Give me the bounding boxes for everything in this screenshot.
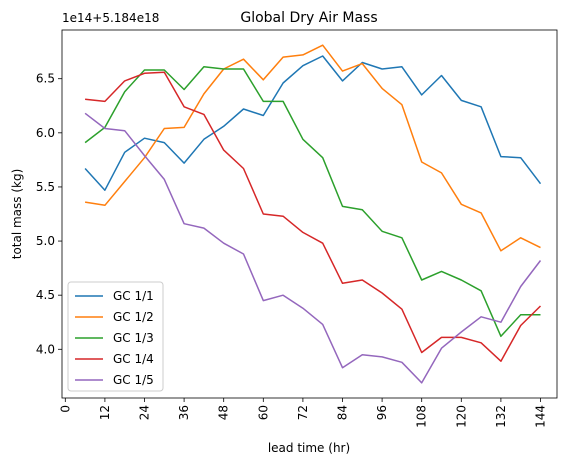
x-tick-label: 0 <box>58 405 72 413</box>
x-axis: 0 12 24 36 48 60 72 84 96 108 120 132 144 <box>58 398 548 428</box>
x-tick-label: 72 <box>296 405 310 420</box>
series-line-gc-1-5 <box>84 112 542 384</box>
x-tick-label: 24 <box>138 405 152 420</box>
series-layer <box>84 44 542 384</box>
x-tick-label: 120 <box>454 405 468 428</box>
x-tick-label: 36 <box>177 405 191 420</box>
chart-title: Global Dry Air Mass <box>240 10 377 26</box>
y-tick-label: 5.5 <box>36 180 55 194</box>
x-tick-label: 48 <box>217 405 231 420</box>
series-line-gc-1-4 <box>85 71 542 362</box>
legend-label-gc-1-5: GC 1/5 <box>113 373 154 387</box>
legend-label-gc-1-3: GC 1/3 <box>113 331 154 345</box>
legend-label-gc-1-4: GC 1/4 <box>113 352 154 366</box>
legend: GC 1/1 GC 1/2 GC 1/3 GC 1/4 GC 1/5 <box>67 281 164 392</box>
legend-box <box>67 281 164 392</box>
x-tick-label: 12 <box>98 405 112 420</box>
legend-label-gc-1-1: GC 1/1 <box>113 289 154 303</box>
legend-label-gc-1-2: GC 1/2 <box>113 310 154 324</box>
y-tick-label: 4.0 <box>36 342 55 356</box>
y-tick-label: 6.5 <box>36 72 55 86</box>
y-axis-label: total mass (kg) <box>10 169 24 260</box>
x-tick-label: 84 <box>336 405 350 420</box>
y-axis: 4.0 4.5 5.0 5.5 6.0 6.5 <box>36 72 62 356</box>
y-tick-label: 4.5 <box>36 288 55 302</box>
x-tick-label: 108 <box>415 405 429 428</box>
x-tick-label: 144 <box>534 405 548 428</box>
y-offset-label: 1e14+5.184e18 <box>62 11 159 25</box>
x-tick-label: 60 <box>256 405 270 420</box>
x-tick-label: 96 <box>375 405 389 420</box>
x-axis-label: lead time (hr) <box>268 441 350 455</box>
plot-frame <box>61 29 558 399</box>
x-tick-label: 132 <box>494 405 508 428</box>
series-line-gc-1-2 <box>84 44 541 252</box>
y-tick-label: 5.0 <box>36 234 55 248</box>
y-tick-label: 6.0 <box>36 126 55 140</box>
series-line-gc-1-1 <box>84 55 542 191</box>
series-line-gc-1-3 <box>84 66 541 338</box>
